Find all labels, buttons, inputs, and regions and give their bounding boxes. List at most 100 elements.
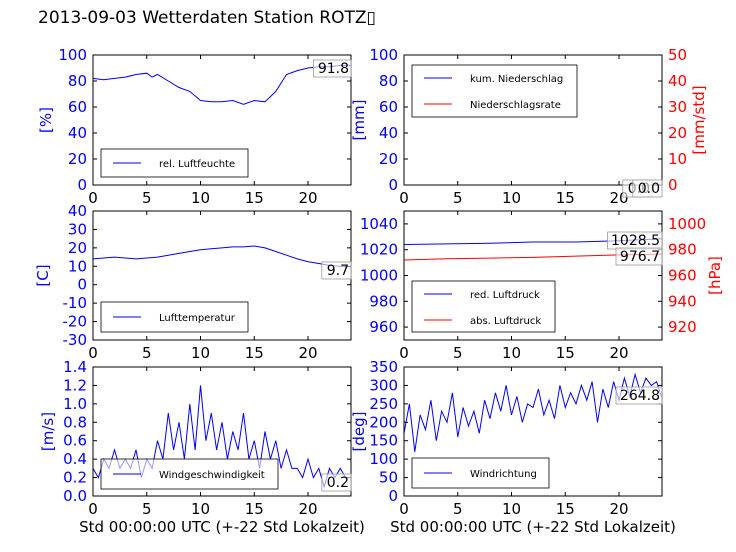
y-tick-label: 200 [369,413,398,431]
annotation-box [321,261,352,280]
annotation-box [312,59,352,78]
annotation-box [632,179,663,198]
y-tick-label: 0 [388,176,398,194]
annotation-text: 0.0 [638,181,660,197]
y-tick-label: 0 [388,487,398,505]
y-axis-label: [C] [34,264,52,286]
subplot-3: 0 5 10 15 20-30-20-10010203040[C]Lufttempera… [34,202,352,362]
y-tick-label: 30 [68,220,87,238]
x-axis-label: Std 00:00:00 UTC (+-22 Std Lokalzeit) [390,518,676,536]
annotation-text: 9.7 [327,263,349,279]
value-annotation: 91.8 [312,59,352,78]
legend-box [411,280,556,333]
x-tick-label: 5 [453,500,463,518]
plot-frame [92,54,352,186]
y-tick-label: 0 [77,276,87,294]
figure-title: 2013-09-03 Wetterdaten Station ROTZ▯ [38,8,376,28]
legend-label: kum. Niederschlag [470,74,563,85]
y-right-tick-label: 960 [668,267,697,285]
x-tick-label: 15 [245,500,264,518]
y-axis-label: [mm] [350,100,368,141]
annotation-text: 976.7 [620,249,660,265]
y-tick-label: 1020 [360,241,398,259]
annotation-box [615,247,663,266]
annotation-box [615,386,663,405]
x-tick-label: 20 [298,344,317,362]
y-tick-label: 960 [369,318,398,336]
y-tick-label: 0.8 [63,413,87,431]
plot-frame [92,366,352,497]
x-tick-label: 5 [453,189,463,207]
annotation-text: 91.8 [318,61,349,77]
series-line-1 [93,64,351,105]
y-right-tick-label: 920 [668,318,697,336]
y-axis-label: [m/s] [39,412,57,451]
legend: Windrichtung [411,457,550,489]
value-annotation: 9.7 [321,261,352,280]
y-tick-label: 1.0 [63,395,87,413]
legend-label: Windrichtung [470,469,537,480]
x-tick-label: 10 [502,500,521,518]
legend: red. Luftdruck abs. Luftdruck [411,280,556,333]
y-tick-label: 100 [369,46,398,64]
y-tick-label: 100 [58,46,87,64]
legend: kum. Niederschlag Niederschlagsrate [411,64,578,118]
y-tick-label: 40 [68,202,87,220]
x-tick-label: 15 [556,344,575,362]
x-tick-label: 20 [298,500,317,518]
x-tick-label: 20 [609,344,628,362]
x-tick-label: 15 [556,189,575,207]
y-tick-label: 50 [379,469,398,487]
subplot-4: 0 5 10 15 20 960 980 1000 1020 1040 920 940 960 980 10… [360,210,724,362]
y-tick-label: 80 [68,72,87,90]
y-tick-label: 0.6 [63,432,87,450]
y-right-tick-label: 1000 [668,215,706,233]
y-right-tick-label: 980 [668,241,697,259]
annotation-text: 0.2 [327,475,349,491]
y-tick-label: 100 [369,450,398,468]
subplot-1: 0 5 10 15 20 0 20 40 60 80 100 [%] rel. Luftfeuchte 9… [37,46,352,207]
legend-label: red. Luftdruck [470,290,540,301]
y-tick-label: 1.4 [63,358,87,376]
value-annotation: 976.7 [615,247,663,266]
y-right-tick-label: 30 [668,98,687,116]
x-tick-label: 10 [191,500,210,518]
y-right-axis-label: [hPa] [706,256,724,295]
legend: Windgeschwindigkeit [100,458,279,490]
y-tick-label: 60 [379,98,398,116]
y-tick-label: -20 [63,313,88,331]
y-tick-label: 40 [68,124,87,142]
value-annotation: 264.8 [615,386,663,405]
x-tick-label: 0 [399,500,409,518]
y-tick-label: 80 [379,72,398,90]
x-tick-label: 15 [245,189,264,207]
y-tick-label: 20 [68,150,87,168]
legend: rel. Luftfeuchte [100,148,249,178]
legend-label: Lufttemperatur [159,313,236,324]
x-tick-label: 15 [556,500,575,518]
y-tick-label: 40 [379,124,398,142]
legend-box [411,64,578,118]
legend-label: rel. Luftfeuchte [159,159,235,170]
plot-frame [403,366,663,497]
subplot-6: 0 5 10 15 20050100150200250300350[deg]Windri… [350,358,676,536]
x-tick-label: 10 [502,189,521,207]
y-tick-label: 20 [68,239,87,257]
x-tick-label: 20 [298,189,317,207]
y-tick-label: 60 [68,98,87,116]
plot-frame [403,54,663,186]
x-tick-label: 5 [142,344,152,362]
y-tick-label: 1.2 [63,376,87,394]
y-tick-label: 0.0 [63,487,87,505]
x-tick-label: 0 [88,500,98,518]
series-line-1 [93,245,351,268]
y-right-tick-label: 50 [668,46,687,64]
x-tick-label: 5 [142,189,152,207]
y-right-tick-label: 0 [668,176,678,194]
y-tick-label: -30 [63,331,88,349]
y-tick-label: -10 [63,294,88,312]
y-tick-label: 10 [68,257,87,275]
x-tick-label: 10 [191,189,210,207]
